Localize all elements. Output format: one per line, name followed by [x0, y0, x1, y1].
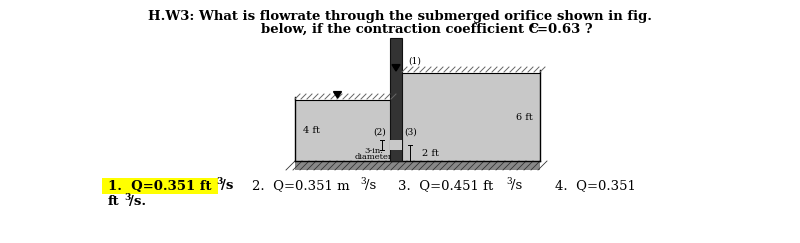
Text: 1.  Q=0.351 ft: 1. Q=0.351 ft [108, 180, 211, 192]
Text: =0.63 ?: =0.63 ? [537, 23, 593, 36]
Text: 3: 3 [506, 177, 512, 186]
Text: H.W3: What is flowrate through the submerged orifice shown in fig.: H.W3: What is flowrate through the subme… [148, 10, 652, 23]
Text: 3.  Q=0.451 ft: 3. Q=0.451 ft [398, 180, 494, 192]
Text: /s.: /s. [129, 194, 146, 208]
Polygon shape [334, 92, 342, 98]
Text: (2): (2) [374, 128, 386, 137]
Text: c: c [531, 21, 538, 30]
FancyBboxPatch shape [102, 178, 218, 194]
Text: 4 ft: 4 ft [302, 126, 319, 135]
Text: ft: ft [108, 194, 120, 208]
Text: 2.  Q=0.351 m: 2. Q=0.351 m [252, 180, 350, 192]
Polygon shape [392, 65, 400, 71]
Text: 3-in.: 3-in. [365, 147, 383, 155]
Text: (3): (3) [404, 128, 417, 137]
Text: diameter: diameter [355, 153, 393, 161]
Text: /s: /s [511, 180, 522, 192]
Text: 3: 3 [124, 192, 130, 201]
Bar [295, 100, 390, 161]
Text: 4.  Q=0.351: 4. Q=0.351 [555, 180, 636, 192]
Bar [390, 38, 402, 161]
Bar [402, 73, 540, 161]
Text: 6 ft: 6 ft [516, 113, 532, 122]
Bar [295, 161, 540, 170]
Text: 3: 3 [360, 177, 366, 186]
Text: 2 ft: 2 ft [422, 148, 439, 157]
Bar [390, 140, 402, 150]
Text: (1): (1) [408, 57, 421, 66]
Text: below, if the contraction coefficient C: below, if the contraction coefficient C [261, 23, 539, 36]
Text: /s: /s [221, 180, 234, 192]
Text: 3: 3 [216, 177, 222, 186]
Text: /s: /s [365, 180, 376, 192]
